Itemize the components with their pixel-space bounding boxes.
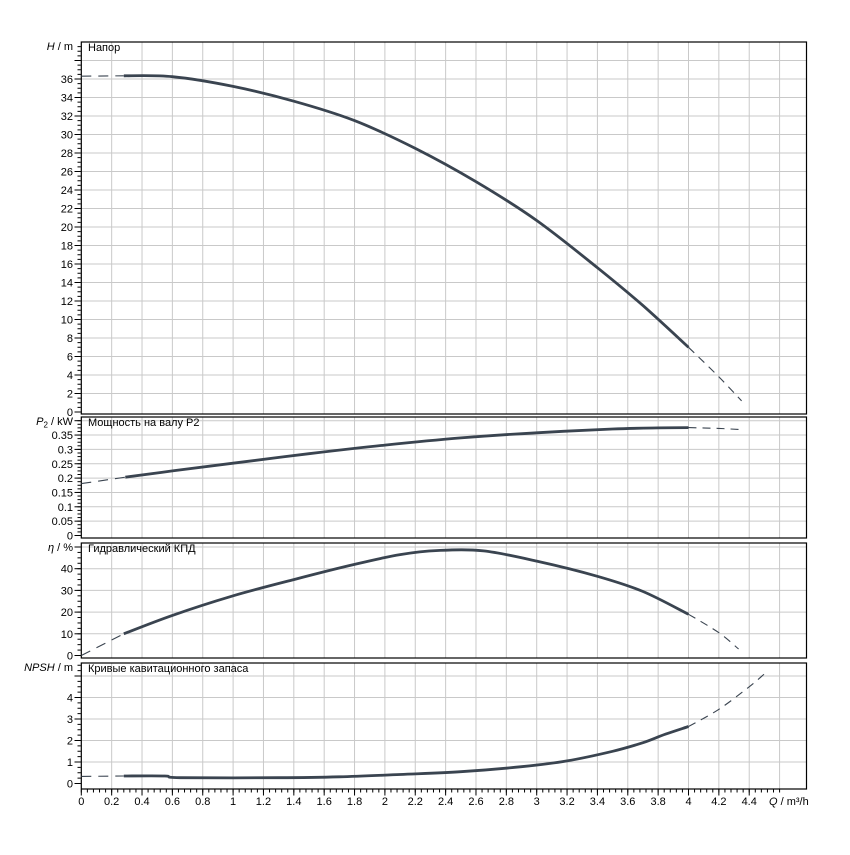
y-tick-label: 3 bbox=[67, 714, 73, 726]
y-tick-label: 10 bbox=[61, 629, 73, 641]
chart-title: Кривые кавитационного запаса bbox=[88, 663, 249, 675]
y-tick-label: 0.05 bbox=[52, 516, 73, 528]
y-tick-label: 0.25 bbox=[52, 459, 73, 471]
y-tick-label: 12 bbox=[61, 296, 73, 308]
y-tick-label: 8 bbox=[67, 333, 73, 345]
y-tick-label: 0.2 bbox=[58, 473, 73, 485]
y-tick-label: 4 bbox=[67, 370, 73, 382]
y-tick-label: 14 bbox=[61, 278, 73, 290]
y-tick-label: 0 bbox=[67, 651, 73, 663]
y-axis-title: η / % bbox=[48, 542, 73, 554]
x-tick-label: 1 bbox=[230, 796, 236, 808]
y-tick-label: 0.1 bbox=[58, 502, 73, 514]
y-tick-label: 30 bbox=[61, 130, 73, 142]
x-tick-label: 0 bbox=[78, 796, 84, 808]
y-tick-label: 4 bbox=[67, 693, 73, 705]
y-tick-label: 28 bbox=[61, 148, 73, 160]
y-tick-label: 0.35 bbox=[52, 430, 73, 442]
y-tick-label: 10 bbox=[61, 315, 73, 327]
y-tick-label: 18 bbox=[61, 241, 73, 253]
y-axis-title: H / m bbox=[47, 41, 73, 53]
chart-title: Напор bbox=[88, 42, 120, 54]
y-tick-label: 26 bbox=[61, 167, 73, 179]
x-axis-title: Q / m³/h bbox=[769, 796, 809, 808]
y-tick-label: 16 bbox=[61, 259, 73, 271]
y-tick-label: 24 bbox=[61, 185, 73, 197]
y-axis-title: NPSH / m bbox=[24, 662, 73, 674]
x-tick-label: 4 bbox=[685, 796, 691, 808]
y-tick-label: 6 bbox=[67, 352, 73, 364]
chart-title: Гидравлический КПД bbox=[88, 543, 196, 555]
x-tick-label: 2.6 bbox=[468, 796, 483, 808]
x-tick-label: 1.8 bbox=[347, 796, 362, 808]
y-tick-label: 30 bbox=[61, 585, 73, 597]
y-tick-label: 34 bbox=[61, 93, 73, 105]
y-tick-label: 0.3 bbox=[58, 444, 73, 456]
x-tick-label: 0.6 bbox=[165, 796, 180, 808]
y-tick-label: 20 bbox=[61, 607, 73, 619]
chart-title: Мощность на валу P2 bbox=[88, 417, 200, 429]
x-tick-label: 3.4 bbox=[590, 796, 605, 808]
x-tick-label: 3.6 bbox=[620, 796, 635, 808]
x-tick-label: 2 bbox=[382, 796, 388, 808]
y-tick-label: 22 bbox=[61, 204, 73, 216]
y-tick-label: 36 bbox=[61, 74, 73, 86]
x-tick-label: 4.2 bbox=[711, 796, 726, 808]
x-tick-label: 3.8 bbox=[650, 796, 665, 808]
y-tick-label: 1 bbox=[67, 757, 73, 769]
x-tick-label: 1.4 bbox=[286, 796, 301, 808]
y-tick-label: 20 bbox=[61, 222, 73, 234]
y-tick-label: 0.15 bbox=[52, 487, 73, 499]
x-tick-label: 2.8 bbox=[499, 796, 514, 808]
x-tick-label: 3.2 bbox=[559, 796, 574, 808]
y-tick-label: 32 bbox=[61, 111, 73, 123]
y-tick-label: 2 bbox=[67, 389, 73, 401]
x-tick-label: 4.4 bbox=[742, 796, 757, 808]
y-tick-label: 2 bbox=[67, 736, 73, 748]
x-tick-label: 0.4 bbox=[134, 796, 149, 808]
x-tick-label: 1.6 bbox=[317, 796, 332, 808]
x-tick-label: 0.8 bbox=[195, 796, 210, 808]
y-tick-label: 0 bbox=[67, 779, 73, 791]
y-axis-title: P2 / kW bbox=[36, 416, 73, 430]
y-tick-label: 0 bbox=[67, 531, 73, 543]
x-tick-label: 2.2 bbox=[408, 796, 423, 808]
x-tick-label: 3 bbox=[534, 796, 540, 808]
x-tick-label: 0.2 bbox=[104, 796, 119, 808]
x-tick-label: 1.2 bbox=[256, 796, 271, 808]
y-tick-label: 40 bbox=[61, 564, 73, 576]
x-tick-label: 2.4 bbox=[438, 796, 453, 808]
